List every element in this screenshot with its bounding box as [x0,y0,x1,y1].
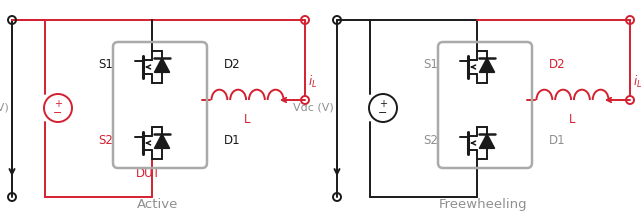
Text: Vdc (V): Vdc (V) [0,103,9,113]
Text: S1: S1 [98,57,113,71]
Text: D1: D1 [549,134,566,146]
Text: D1: D1 [224,134,240,146]
Text: DUT: DUT [136,167,161,180]
Text: L: L [244,113,250,126]
Polygon shape [479,58,494,72]
Text: S2: S2 [423,134,438,146]
Text: Active: Active [138,198,179,211]
Text: +: + [379,99,387,109]
Text: $i_L$: $i_L$ [633,74,642,90]
Text: +: + [54,99,62,109]
Text: −: − [53,108,62,118]
Text: S2: S2 [98,134,113,146]
Text: D2: D2 [224,57,240,71]
Text: S1: S1 [423,57,438,71]
Polygon shape [479,134,494,148]
Text: −: − [378,108,388,118]
Text: Freewheeling: Freewheeling [439,198,527,211]
Polygon shape [154,58,170,72]
Text: D2: D2 [549,57,566,71]
Text: Vdc (V): Vdc (V) [293,103,334,113]
Text: L: L [569,113,575,126]
Polygon shape [154,134,170,148]
Text: $i_L$: $i_L$ [308,74,318,90]
